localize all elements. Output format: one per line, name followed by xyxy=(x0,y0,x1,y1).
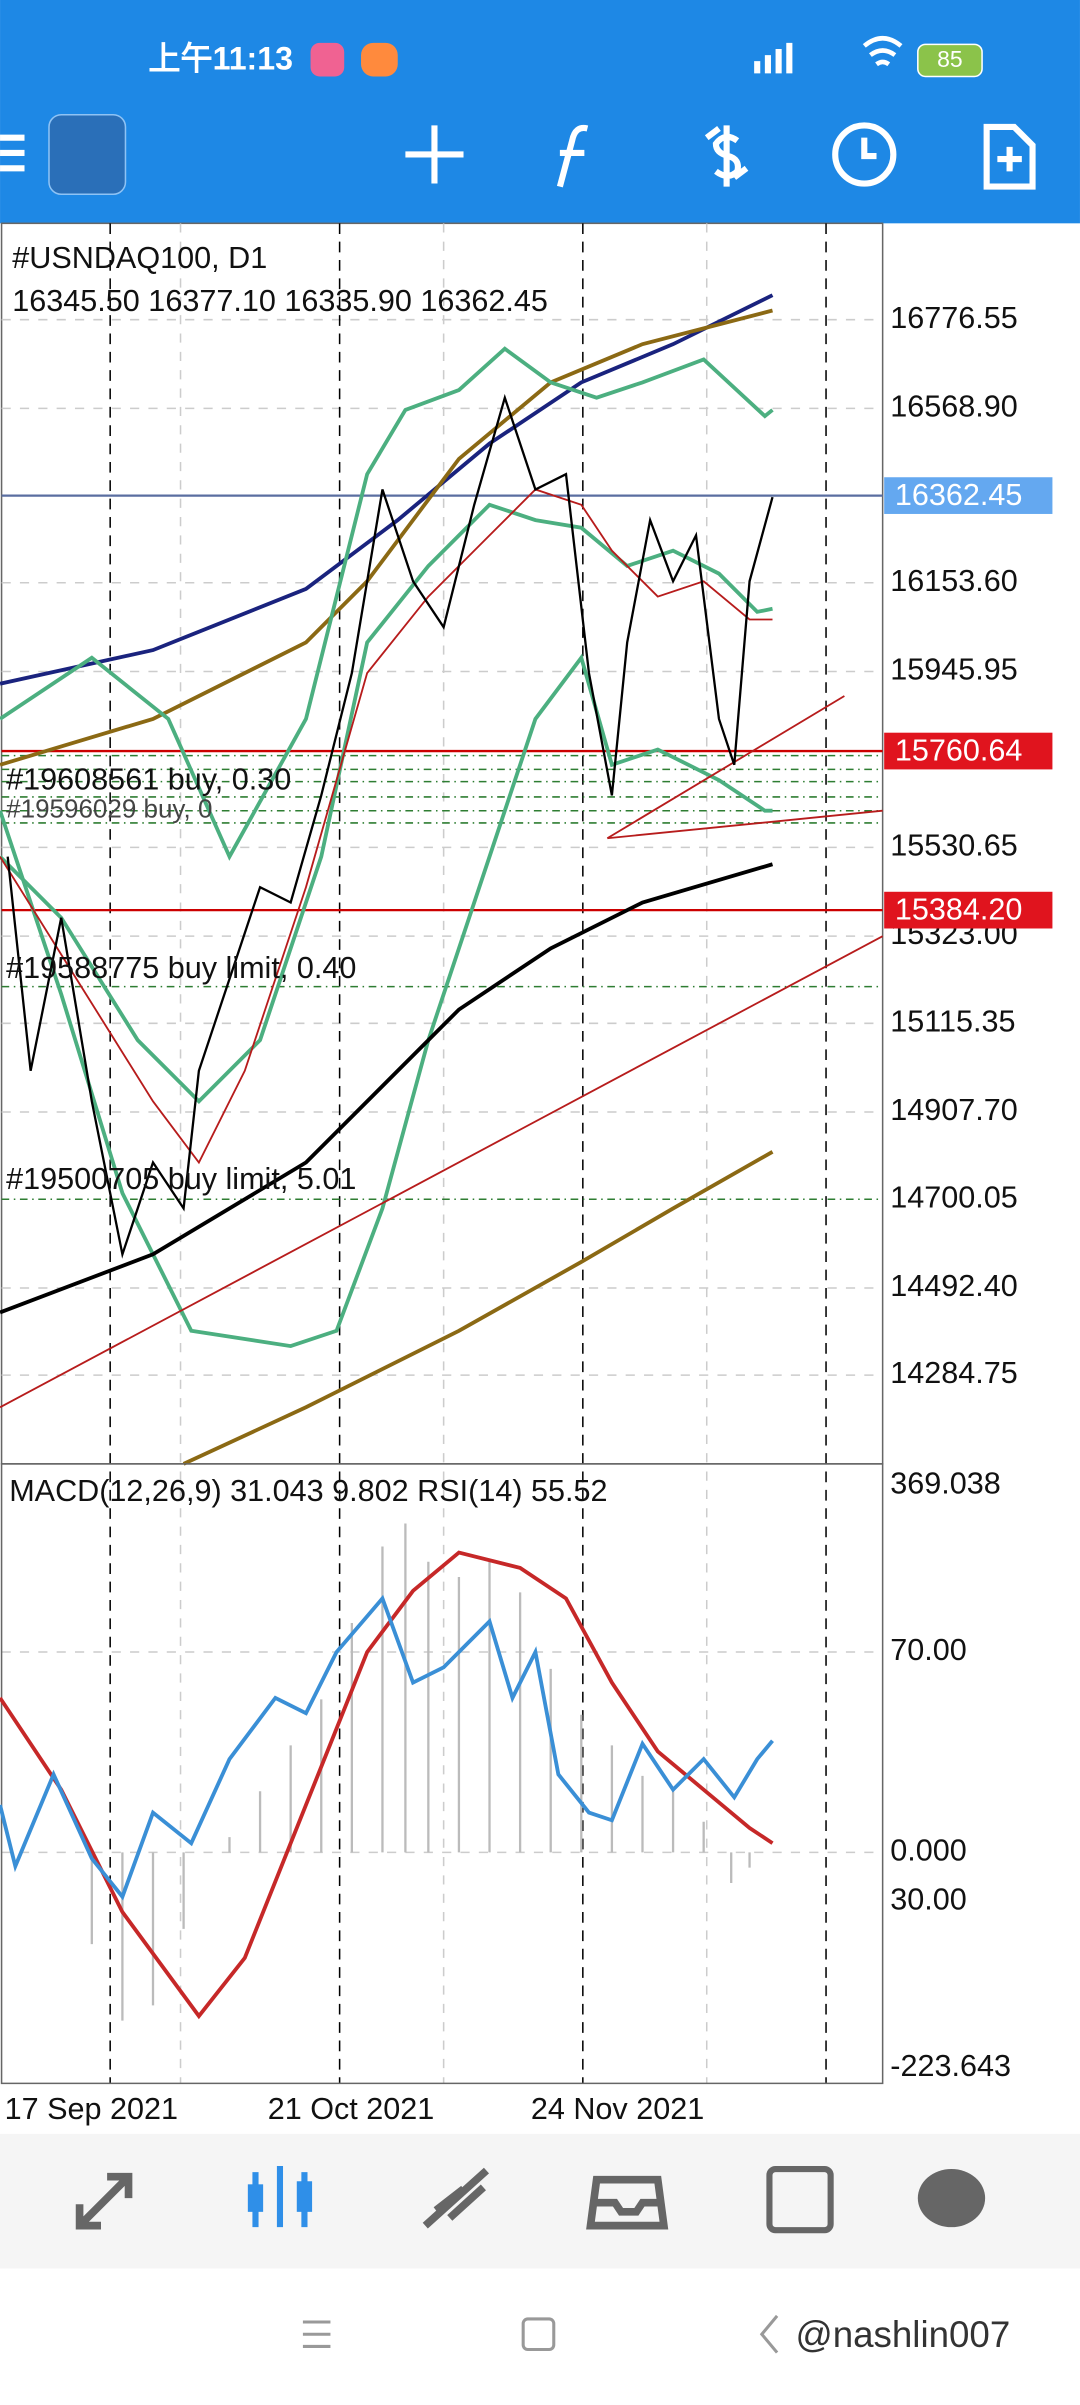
system-nav xyxy=(0,2268,1080,2400)
order-label: #19608561 buy, 0.30 xyxy=(6,763,291,797)
sys-menu[interactable] xyxy=(302,2320,331,2348)
notif-icon xyxy=(361,42,398,77)
signal xyxy=(754,42,793,74)
order-label: #19588775 buy limit, 0.40 xyxy=(6,951,356,985)
price-label: 14907.70 xyxy=(890,1093,1018,1127)
order-label: #19596029 buy, 0 xyxy=(6,794,212,824)
template-btn[interactable] xyxy=(983,123,1036,190)
app-bar xyxy=(0,0,1080,224)
ohlc: 16345.50 16377.10 16335.90 16362.45 xyxy=(12,284,548,318)
indicator-tick: -223.643 xyxy=(890,2049,1011,2083)
app-logo[interactable] xyxy=(48,113,127,196)
notif-icon xyxy=(310,42,345,77)
date-label: 17 Sep 2021 xyxy=(5,2092,178,2126)
watermark: @nashlin007 xyxy=(795,2314,1010,2355)
price-label: 16776.55 xyxy=(890,301,1018,335)
price-label: 14492.40 xyxy=(890,1269,1018,1303)
indicator-tick: 0.000 xyxy=(890,1833,967,1867)
clock: 上午11:13 xyxy=(148,41,293,77)
price-label: 14700.05 xyxy=(890,1180,1018,1214)
price-label: 16153.60 xyxy=(890,564,1018,598)
nav-quotes[interactable] xyxy=(75,2172,133,2230)
sys-back[interactable] xyxy=(759,2314,779,2354)
bottom-nav xyxy=(0,2133,1080,2269)
nav-trade[interactable] xyxy=(422,2167,490,2229)
crosshair-btn[interactable] xyxy=(405,125,464,184)
indicators-btn[interactable] xyxy=(556,124,589,188)
period-btn[interactable] xyxy=(832,122,897,187)
indicator-tick: 30.00 xyxy=(890,1882,967,1916)
level-price: 15384.20 xyxy=(895,893,1023,927)
battery xyxy=(917,43,983,78)
current-price: 16362.45 xyxy=(895,478,1023,512)
date-label: 24 Nov 2021 xyxy=(531,2092,704,2126)
battery-level: 85 xyxy=(937,46,963,72)
indicator-label: MACD(12,26,9) 31.043 9.802 RSI(14) 55.52 xyxy=(9,1474,607,1508)
macd-panel: MACD(12,26,9) 31.043 9.802 RSI(14) 55.52… xyxy=(0,1463,1011,2085)
order-label: #19500705 buy limit, 5.01 xyxy=(6,1162,356,1196)
nav-chat[interactable] xyxy=(917,2169,986,2228)
nav-chart-candle xyxy=(296,2181,313,2212)
wifi xyxy=(862,35,903,67)
menu[interactable] xyxy=(0,134,25,172)
price-axis: 16776.55 16568.90 16153.60 15945.95 1553… xyxy=(884,301,1053,1390)
indicator-tick: 70.00 xyxy=(890,1633,967,1667)
period-btn-hand xyxy=(861,137,877,160)
trade-btn[interactable] xyxy=(704,125,749,187)
price-label: 15115.35 xyxy=(890,1004,1015,1038)
nav-history[interactable] xyxy=(586,2175,669,2230)
main-chart xyxy=(0,222,884,2084)
nav-chart-candle xyxy=(247,2184,264,2212)
level-price: 15760.64 xyxy=(895,734,1023,768)
nav-news[interactable] xyxy=(766,2165,834,2234)
price-label: 16568.90 xyxy=(890,389,1018,423)
symbol: #USNDAQ100, D1 xyxy=(12,241,267,275)
price-label: 14284.75 xyxy=(890,1356,1018,1390)
price-label: 15530.65 xyxy=(890,828,1018,862)
date-label: 21 Oct 2021 xyxy=(268,2092,435,2126)
price-label: 15945.95 xyxy=(890,653,1018,687)
indicator-tick: 369.038 xyxy=(890,1466,1001,1500)
sys-home[interactable] xyxy=(521,2317,556,2352)
